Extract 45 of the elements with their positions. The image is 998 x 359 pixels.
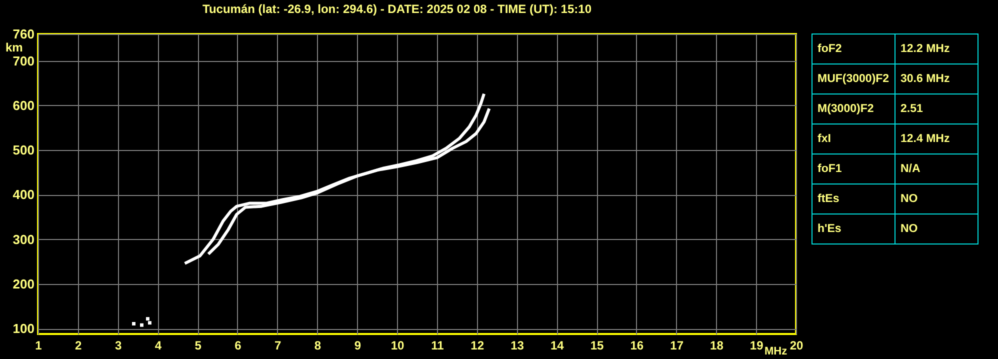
x-tick-label: 5	[194, 338, 202, 352]
y-tick-label: 700	[12, 53, 34, 68]
text: foF2	[818, 43, 842, 55]
x-tick-label: 10	[390, 338, 405, 352]
text: NO	[900, 223, 918, 235]
x-tick-label: 7	[274, 338, 282, 352]
y-tick-label: 760	[12, 26, 34, 42]
text: foF1	[818, 163, 842, 175]
text: ftEs	[818, 193, 840, 205]
y-tick-label: 300	[12, 232, 34, 247]
y-axis-title: km	[6, 40, 23, 54]
y-tick-label: 400	[12, 187, 34, 202]
text: N/A	[900, 163, 920, 175]
x-tick-label: 16	[630, 338, 644, 352]
text: NO	[900, 193, 918, 205]
y-tick-label: 500	[12, 142, 34, 158]
x-tick-label: 11	[431, 338, 444, 352]
text: 12.4 MHz	[900, 133, 950, 145]
chart-title: Tucumán (lat: -26.9, lon: 294.6) - DATE: 2025 02 08 - TIME (UT): 15:10	[202, 2, 592, 16]
text: 30.6 MHz	[900, 73, 950, 85]
y-tick-label: 600	[12, 98, 34, 113]
x-tick-label: 19	[750, 338, 764, 352]
x-tick-label: 2	[75, 338, 82, 352]
x-axis-title: MHz	[764, 346, 788, 358]
y-tick-label: 100	[12, 321, 34, 336]
x-tick-label: 17	[670, 338, 684, 352]
x-tick-label: 8	[314, 338, 322, 352]
x-tick-label: 20	[790, 338, 804, 352]
text: MUF(3000)F2	[818, 73, 890, 85]
x-tick-label: 15	[590, 338, 604, 352]
x-tick-label: 4	[154, 338, 162, 352]
text: fxI	[818, 133, 831, 145]
x-tick-label: 1	[35, 338, 42, 352]
x-tick-label: 9	[354, 338, 362, 352]
text: 2.51	[900, 103, 924, 115]
x-tick-label: 6	[234, 338, 242, 352]
text: M(3000)F2	[818, 103, 874, 115]
x-tick-label: 3	[114, 338, 122, 352]
x-tick-label: 12	[470, 338, 484, 352]
x-tick-label: 18	[710, 338, 724, 352]
text: h'Es	[818, 223, 842, 235]
text: 12.2 MHz	[900, 43, 950, 55]
y-tick-label: 200	[12, 276, 34, 292]
x-tick-label: 13	[510, 338, 524, 352]
x-tick-label: 14	[550, 338, 564, 352]
